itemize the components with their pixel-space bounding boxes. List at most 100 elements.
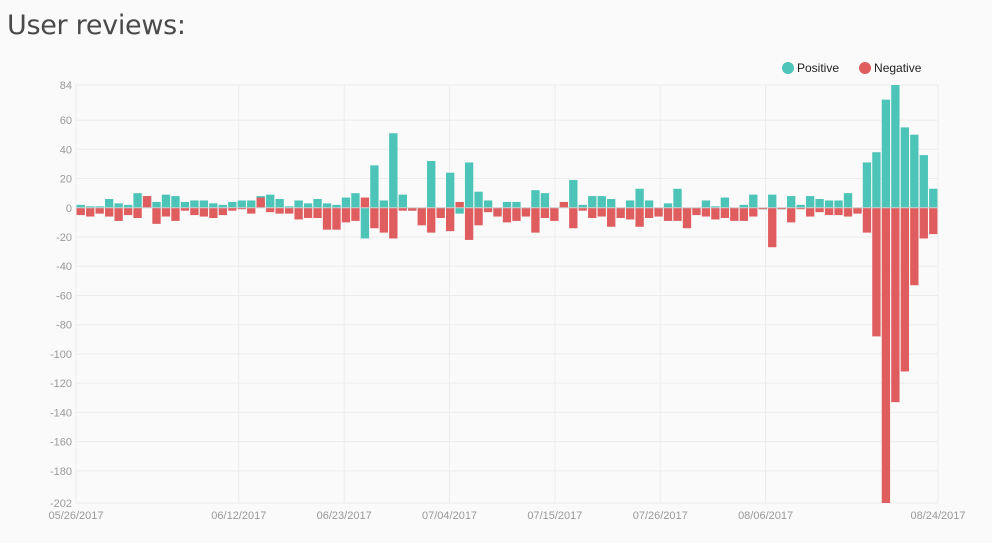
positive-bar[interactable]: [123, 204, 133, 208]
negative-bar[interactable]: [625, 207, 635, 220]
negative-bar[interactable]: [161, 207, 171, 217]
positive-bar[interactable]: [635, 188, 644, 208]
negative-bar[interactable]: [588, 207, 597, 218]
positive-bar[interactable]: [284, 206, 294, 208]
negative-bar[interactable]: [142, 196, 152, 208]
negative-bar[interactable]: [284, 207, 294, 214]
negative-bar[interactable]: [540, 207, 550, 218]
negative-bar[interactable]: [787, 207, 796, 223]
negative-bar[interactable]: [228, 207, 237, 211]
negative-bar[interactable]: [483, 207, 493, 213]
positive-bar[interactable]: [607, 199, 616, 208]
negative-bar[interactable]: [370, 207, 379, 229]
positive-bar[interactable]: [569, 180, 578, 208]
negative-bar[interactable]: [872, 207, 881, 337]
positive-bar[interactable]: [588, 196, 597, 208]
negative-bar[interactable]: [123, 207, 133, 216]
negative-bar[interactable]: [502, 207, 512, 223]
legend-negative[interactable]: Negative: [859, 61, 921, 75]
positive-bar[interactable]: [266, 194, 275, 208]
negative-bar[interactable]: [777, 207, 786, 210]
positive-bar[interactable]: [370, 165, 379, 208]
negative-bar[interactable]: [578, 207, 587, 211]
negative-bar[interactable]: [919, 207, 928, 239]
positive-bar[interactable]: [171, 196, 180, 208]
positive-bar[interactable]: [787, 196, 796, 208]
negative-bar[interactable]: [171, 207, 180, 221]
positive-bar[interactable]: [483, 200, 493, 208]
positive-bar[interactable]: [161, 194, 171, 208]
positive-bar[interactable]: [625, 200, 635, 208]
positive-bar[interactable]: [805, 196, 815, 208]
positive-bar[interactable]: [673, 188, 682, 208]
positive-bar[interactable]: [104, 199, 114, 208]
negative-bar[interactable]: [749, 207, 758, 217]
negative-bar[interactable]: [815, 207, 824, 213]
positive-bar[interactable]: [824, 200, 834, 208]
negative-bar[interactable]: [569, 207, 578, 229]
positive-bar[interactable]: [720, 197, 730, 208]
negative-bar[interactable]: [247, 207, 256, 214]
positive-bar[interactable]: [218, 204, 227, 208]
positive-bar[interactable]: [900, 127, 910, 208]
negative-bar[interactable]: [692, 207, 701, 216]
negative-bar[interactable]: [550, 207, 559, 221]
negative-bar[interactable]: [180, 207, 190, 211]
positive-bar[interactable]: [209, 203, 218, 208]
negative-bar[interactable]: [436, 207, 445, 218]
positive-bar[interactable]: [190, 200, 199, 208]
positive-bar[interactable]: [711, 206, 720, 208]
negative-bar[interactable]: [521, 207, 531, 217]
positive-bar[interactable]: [644, 200, 654, 208]
positive-bar[interactable]: [199, 200, 209, 208]
positive-bar[interactable]: [427, 161, 436, 208]
negative-bar[interactable]: [114, 207, 123, 221]
positive-bar[interactable]: [919, 155, 928, 208]
negative-bar[interactable]: [824, 207, 834, 216]
positive-bar[interactable]: [796, 204, 805, 208]
negative-bar[interactable]: [237, 207, 246, 210]
negative-bar[interactable]: [275, 207, 284, 214]
negative-bar[interactable]: [341, 207, 351, 223]
positive-bar[interactable]: [247, 200, 256, 208]
positive-bar[interactable]: [341, 197, 351, 208]
positive-bar[interactable]: [228, 201, 237, 208]
positive-bar[interactable]: [114, 203, 123, 208]
negative-bar[interactable]: [266, 207, 275, 213]
positive-bar[interactable]: [180, 201, 190, 208]
negative-bar[interactable]: [559, 201, 569, 208]
positive-bar[interactable]: [768, 194, 777, 208]
negative-bar[interactable]: [455, 201, 464, 208]
negative-bar[interactable]: [218, 207, 227, 216]
negative-bar[interactable]: [805, 207, 815, 217]
positive-bar[interactable]: [474, 191, 483, 208]
negative-bar[interactable]: [427, 207, 436, 233]
negative-bar[interactable]: [891, 207, 900, 403]
negative-bar[interactable]: [417, 207, 426, 226]
negative-bar[interactable]: [493, 207, 502, 217]
positive-bar[interactable]: [531, 190, 540, 208]
positive-bar[interactable]: [464, 162, 474, 208]
negative-bar[interactable]: [303, 207, 313, 218]
negative-bar[interactable]: [332, 207, 341, 230]
negative-bar[interactable]: [673, 207, 682, 221]
negative-bar[interactable]: [758, 207, 767, 210]
positive-bar[interactable]: [597, 196, 606, 208]
negative-bar[interactable]: [730, 207, 739, 221]
negative-bar[interactable]: [711, 207, 720, 220]
negative-bar[interactable]: [76, 207, 85, 216]
negative-bar[interactable]: [834, 207, 843, 216]
positive-bar[interactable]: [95, 206, 104, 208]
positive-bar[interactable]: [313, 199, 322, 208]
negative-bar[interactable]: [398, 207, 407, 211]
positive-bar[interactable]: [910, 134, 919, 208]
positive-bar[interactable]: [749, 194, 758, 208]
negative-bar[interactable]: [256, 197, 265, 208]
negative-bar[interactable]: [152, 207, 161, 224]
negative-bar[interactable]: [720, 207, 730, 218]
negative-bar[interactable]: [133, 207, 142, 218]
negative-bar[interactable]: [379, 207, 389, 233]
negative-bar[interactable]: [663, 207, 673, 221]
positive-bar[interactable]: [379, 200, 389, 208]
negative-bar[interactable]: [900, 207, 910, 372]
